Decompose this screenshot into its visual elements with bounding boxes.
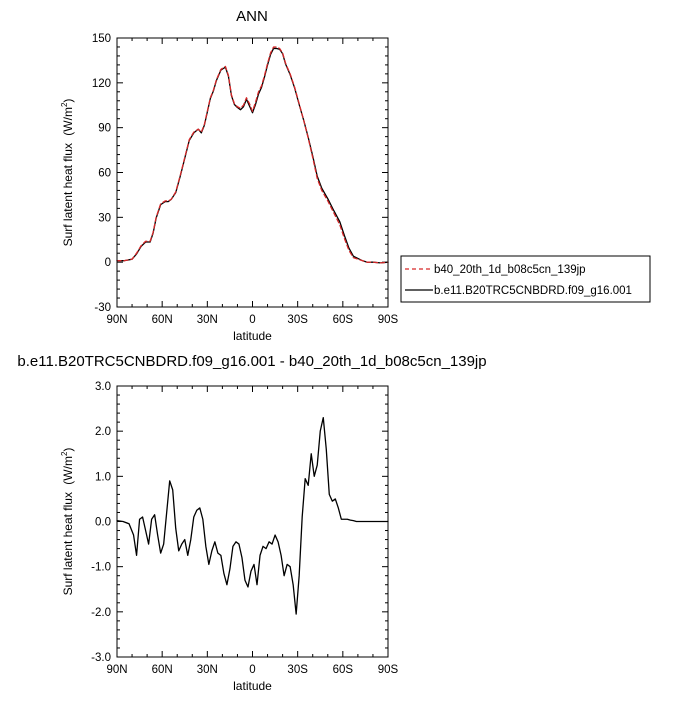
bottom-y-axis-label: Surf latent heat flux (W/m2) (60, 448, 75, 596)
y-tick-label: 120 (92, 78, 111, 90)
series-line-1 (116, 46, 389, 264)
top-x-tick-labels: 90N 60N 30N 0 30S 60S 90S (106, 314, 398, 326)
bottom-panel: b.e11.B20TRC5CNBDRD.f09_g16.001 - b40_20… (17, 353, 486, 693)
top-y-axis-unit-base: (W/m (61, 107, 75, 136)
bottom-y-tick-labels: -3.0 -2.0 -1.0 0.0 1.0 2.0 3.0 (91, 381, 111, 664)
x-tick-label: 90S (378, 314, 399, 326)
bottom-series-group (116, 416, 389, 615)
y-tick-label: -30 (94, 302, 111, 314)
series-line-1 (116, 416, 389, 615)
y-tick-label: 0 (105, 257, 111, 269)
x-tick-label: 0 (249, 314, 255, 326)
bottom-x-axis-label: latitude (233, 679, 272, 693)
x-tick-label: 30N (197, 664, 218, 676)
bottom-y-axis-unit-exp: 2 (60, 451, 69, 456)
top-y-axis-label: Surf latent heat flux (W/m2) (60, 99, 75, 247)
top-plot-frame (116, 37, 389, 308)
bottom-y-axis-unit-close: ) (61, 448, 75, 452)
x-tick-label: 90N (106, 664, 127, 676)
legend-label-series-1: b40_20th_1d_b08c5cn_139jp (434, 264, 586, 276)
bottom-y-axis-label-text: Surf latent heat flux (61, 492, 75, 595)
x-tick-label: 60S (333, 664, 354, 676)
x-tick-label: 30N (197, 314, 218, 326)
bottom-x-tick-labels: 90N 60N 30N 0 30S 60S 90S (106, 664, 398, 676)
bottom-axis-ticks (116, 385, 389, 658)
y-tick-label: 1.0 (95, 471, 111, 483)
bottom-chart-title: b.e11.B20TRC5CNBDRD.f09_g16.001 - b40_20… (17, 353, 486, 370)
x-tick-label: 30S (287, 314, 308, 326)
bottom-y-axis-unit-base: (W/m (61, 456, 75, 485)
legend: b40_20th_1d_b08c5cn_139jp b.e11.B20TRC5C… (400, 255, 651, 303)
x-tick-label: 60N (152, 314, 173, 326)
top-panel: ANN 90N 60N 30N 0 30S 60S 90S -30 0 30 60 90 120 150… (60, 8, 399, 343)
legend-box (400, 255, 651, 303)
y-tick-label: 60 (98, 168, 111, 180)
bottom-plot-frame (116, 385, 389, 658)
top-axis-ticks (116, 37, 389, 308)
y-tick-label: -3.0 (91, 652, 111, 664)
y-tick-label: 30 (98, 212, 111, 224)
x-tick-label: 60N (152, 664, 173, 676)
top-y-axis-unit-close: ) (61, 99, 75, 103)
x-tick-label: 60S (333, 314, 354, 326)
y-tick-label: 3.0 (95, 381, 111, 393)
legend-label-series-2: b.e11.B20TRC5CNBDRD.f09_g16.001 (434, 285, 632, 297)
x-tick-label: 0 (249, 664, 255, 676)
top-chart-title: ANN (236, 8, 268, 25)
y-tick-label: 90 (98, 123, 111, 135)
y-tick-label: 2.0 (95, 426, 111, 438)
x-tick-label: 30S (287, 664, 308, 676)
top-y-axis-label-text: Surf latent heat flux (61, 143, 75, 246)
y-tick-label: 150 (92, 33, 111, 45)
top-series-group (116, 46, 389, 264)
x-tick-label: 90N (106, 314, 127, 326)
top-y-axis-unit-exp: 2 (60, 102, 69, 107)
x-tick-label: 90S (378, 664, 399, 676)
y-tick-label: -1.0 (91, 562, 111, 574)
top-x-axis-label: latitude (233, 329, 272, 343)
y-tick-label: -2.0 (91, 607, 111, 619)
y-tick-label: 0.0 (95, 517, 111, 529)
top-y-tick-labels: -30 0 30 60 90 120 150 (92, 33, 111, 314)
series-line-2 (116, 47, 389, 264)
